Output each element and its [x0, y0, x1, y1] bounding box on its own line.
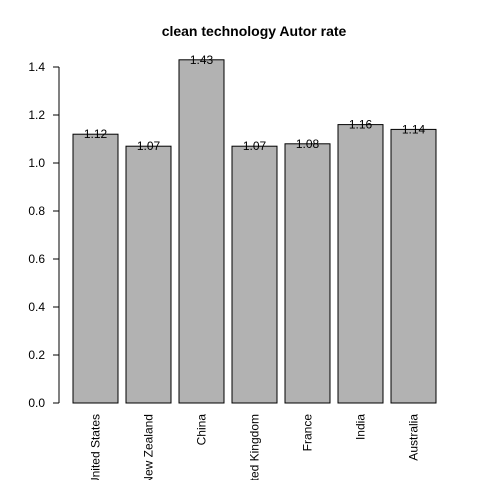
data-label-0: 1.12	[84, 127, 108, 141]
bar-0	[72, 133, 119, 404]
y-axis: 0.0 0.2 0.4 0.6 0.8 1.0 1.2 1.4	[28, 60, 60, 410]
data-label-5: 1.16	[349, 118, 373, 132]
bars-group	[72, 59, 437, 404]
category-label-2: China	[195, 414, 209, 446]
category-label-5: India	[354, 414, 368, 440]
bar-1	[125, 145, 172, 404]
y-tick-label-0: 0.0	[28, 396, 45, 410]
data-label-1: 1.07	[137, 139, 161, 153]
data-label-3: 1.07	[243, 139, 267, 153]
y-tick-label-1: 0.2	[28, 348, 45, 362]
category-label-0: United States	[89, 414, 103, 480]
y-tick-label-7: 1.4	[28, 60, 45, 74]
category-label-1: New Zealand	[142, 414, 156, 480]
data-labels-group: 1.12 1.07 1.43 1.07 1.08 1.16 1.14	[84, 53, 426, 153]
chart-title: clean technology Autor rate	[162, 23, 347, 39]
bar-6	[390, 128, 437, 404]
category-label-6: Australia	[407, 414, 421, 461]
data-label-6: 1.14	[402, 122, 426, 136]
bar-3	[231, 145, 278, 404]
category-label-4: France	[301, 414, 315, 452]
category-label-3: United Kingdom	[248, 414, 262, 480]
data-label-2: 1.43	[190, 53, 214, 67]
y-tick-label-5: 1.0	[28, 156, 45, 170]
data-label-4: 1.08	[296, 137, 320, 151]
bar-5	[337, 124, 384, 404]
y-tick-label-4: 0.8	[28, 204, 45, 218]
y-tick-label-3: 0.6	[28, 252, 45, 266]
y-tick-label-2: 0.4	[28, 300, 45, 314]
y-tick-label-6: 1.2	[28, 108, 45, 122]
bar-4	[284, 143, 331, 404]
x-axis-labels: United States New Zealand China United King…	[89, 414, 421, 480]
bar-2	[178, 59, 225, 404]
